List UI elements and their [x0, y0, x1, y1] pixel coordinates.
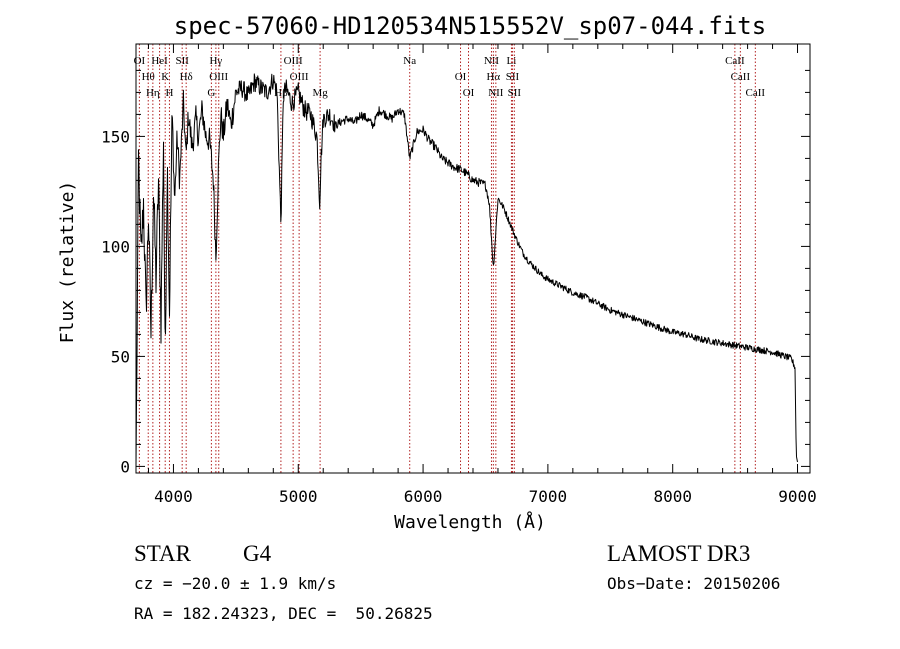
survey-name: LAMOST DR3 — [607, 541, 751, 566]
line-label: CaII — [746, 87, 766, 99]
line-label: OIII — [290, 71, 309, 83]
y-tick-label: 150 — [101, 127, 130, 146]
y-tick-label: 0 — [120, 457, 130, 476]
line-label: Hη — [146, 87, 160, 99]
x-axis-label: Wavelength (Å) — [394, 511, 546, 533]
line-label: H — [165, 87, 173, 99]
line-label: K — [161, 71, 169, 83]
x-tick-label: 5000 — [279, 487, 318, 506]
line-markers: OIHθHηHeIKHSIIHδGHγOIIIHβOIIIOIIIMgNaOIO… — [134, 44, 766, 473]
subclass: G4 — [243, 541, 272, 566]
y-tick-label: 50 — [111, 347, 130, 366]
line-label: HeI — [151, 55, 168, 67]
series-group — [135, 73, 798, 467]
y-tick-label: 100 — [101, 237, 130, 256]
line-label: SII — [175, 55, 189, 67]
x-tick-label: 9000 — [778, 487, 817, 506]
y-axis-label: Flux (relative) — [57, 181, 78, 344]
line-label: NII — [488, 87, 504, 99]
line-label: Li — [507, 55, 517, 67]
line-label: Hγ — [209, 55, 222, 67]
object-class: STAR — [134, 541, 191, 566]
obs-date: Obs−Date: 20150206 — [607, 574, 781, 593]
line-label: Mg — [312, 87, 328, 99]
line-label: OIII — [209, 71, 228, 83]
x-tick-label: 7000 — [529, 487, 568, 506]
redshift-text: cz = −20.0 ± 1.9 km/s — [134, 574, 337, 593]
x-tick-label: 4000 — [154, 487, 193, 506]
plot-frame — [135, 43, 811, 474]
chart-title: spec-57060-HD120534N515552V_sp07-044.fit… — [174, 12, 766, 40]
line-label: Hθ — [142, 71, 155, 83]
line-label: OI — [455, 71, 467, 83]
line-label: Hα — [486, 71, 500, 83]
line-label: OIII — [284, 55, 303, 67]
line-label: CaII — [731, 71, 751, 83]
coordinates: RA = 182.24323, DEC = 50.26825 — [134, 604, 433, 623]
line-label: OI — [463, 87, 475, 99]
x-tick-label: 6000 — [404, 487, 443, 506]
line-label: SII — [508, 87, 522, 99]
line-label: SII — [506, 71, 520, 83]
line-label: OI — [134, 55, 146, 67]
line-label: Na — [403, 55, 416, 67]
spectrum-line — [135, 73, 798, 467]
line-label: Hδ — [180, 71, 193, 83]
line-label: CaII — [725, 55, 745, 67]
line-label: NII — [484, 55, 500, 67]
x-tick-label: 8000 — [653, 487, 692, 506]
axis-ticks: 4000 5000 6000 7000 8000 9000 0 50 100 150 — [101, 44, 817, 506]
line-label: G — [207, 87, 215, 99]
